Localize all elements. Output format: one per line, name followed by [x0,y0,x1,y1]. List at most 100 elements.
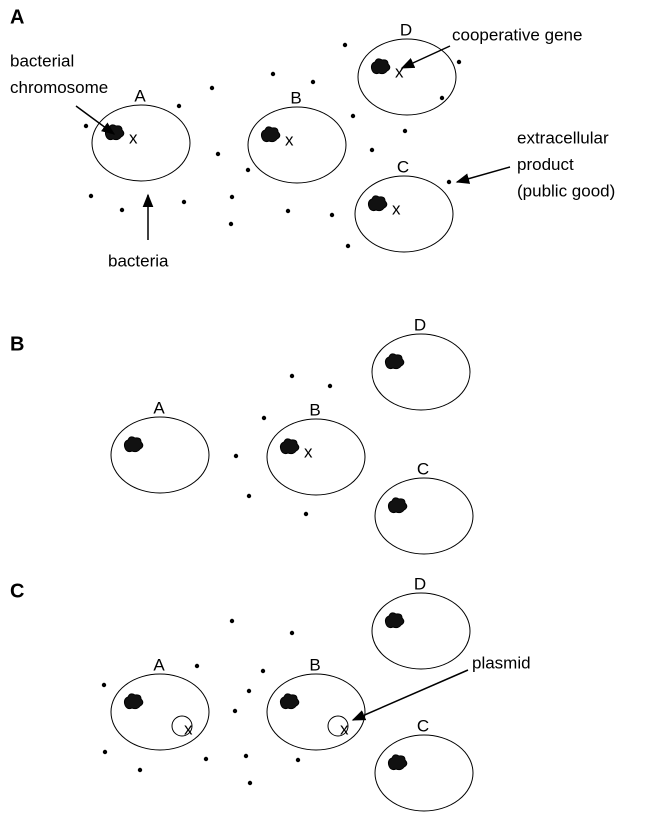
public-good-dot [295,757,301,763]
public-good-dot [329,212,335,218]
chromosome [387,754,408,771]
public-good-dot [303,511,309,517]
chromosome [123,436,144,453]
arrow [455,166,511,184]
gene-marker: x [395,62,404,81]
public-good-dot [285,208,291,214]
cell-label: D [414,574,426,593]
gene-marker: x [129,128,138,147]
annotation: extracellular [517,128,609,147]
public-good-dot [369,147,375,153]
public-good-dot [101,682,107,688]
public-good-dot [233,453,239,459]
arrow [75,105,116,135]
public-good-dot [194,663,200,669]
chromosome [384,353,405,370]
public-good-dot [203,756,209,762]
chromosome [279,693,300,710]
bacterium [371,333,471,411]
bacterium [374,477,474,555]
bacterium [357,38,457,116]
chromosome [370,58,391,75]
chromosome [387,497,408,514]
cell-label: C [397,157,409,176]
bacterium [354,175,454,253]
public-good-dot [402,128,408,134]
public-good-dot [289,630,295,636]
public-good-dot [243,753,249,759]
chromosome [123,693,144,710]
gene-marker: x [392,199,401,218]
cell-label: A [134,86,146,105]
chromosome [367,195,388,212]
chromosome [104,124,125,141]
public-good-dot [456,59,462,65]
public-good-dot [232,708,238,714]
public-good-dot [327,383,333,389]
annotation: plasmid [472,653,531,672]
cell-label: B [309,400,320,419]
gene-marker: x [340,719,349,738]
arrow [351,669,469,721]
chromosome [279,438,300,455]
annotation: (public good) [517,181,615,200]
public-good-dot [246,493,252,499]
public-good-dot [289,373,295,379]
public-good-dot [439,95,445,101]
bacterium [266,673,366,751]
gene-marker: x [184,719,193,738]
bacterium [247,106,347,184]
public-good-dot [181,199,187,205]
cell-label: D [400,20,412,39]
public-good-dot [209,85,215,91]
panel-label: A [10,6,24,28]
cell-label: B [290,88,301,107]
public-good-dot [228,221,234,227]
public-good-dot [88,193,94,199]
public-good-dot [176,103,182,109]
panel-label: B [10,333,24,355]
annotation: chromosome [10,78,108,97]
panel-label: C [10,580,24,602]
public-good-dot [350,113,356,119]
public-good-dot [310,79,316,85]
public-good-dot [342,42,348,48]
bacterium [371,592,471,670]
arrow [400,45,451,69]
cell-label: D [414,315,426,334]
annotation: cooperative gene [452,25,582,44]
chromosome [384,612,405,629]
public-good-dot [229,194,235,200]
public-good-dot [260,668,266,674]
chromosome [260,126,281,143]
gene-marker: x [285,130,294,149]
gene-marker: x [304,442,313,461]
cell-label: B [309,655,320,674]
public-good-dot [215,151,221,157]
plasmid [171,715,193,737]
bacterium [110,416,210,494]
cell-label: C [417,716,429,735]
public-good-dot [446,179,452,185]
public-good-dot [247,780,253,786]
public-good-dot [229,618,235,624]
public-good-dot [83,123,89,129]
cell-label: A [153,398,165,417]
public-good-dot [137,767,143,773]
plasmid [327,715,349,737]
public-good-dot [345,243,351,249]
public-good-dot [119,207,125,213]
annotation: product [517,155,574,174]
cell-label: A [153,655,165,674]
bacterium [91,104,191,182]
public-good-dot [246,688,252,694]
public-good-dot [261,415,267,421]
annotation: bacterial [10,51,74,70]
public-good-dot [270,71,276,77]
public-good-dot [245,167,251,173]
public-good-dot [102,749,108,755]
bacterium [266,418,366,496]
cell-label: C [417,459,429,478]
